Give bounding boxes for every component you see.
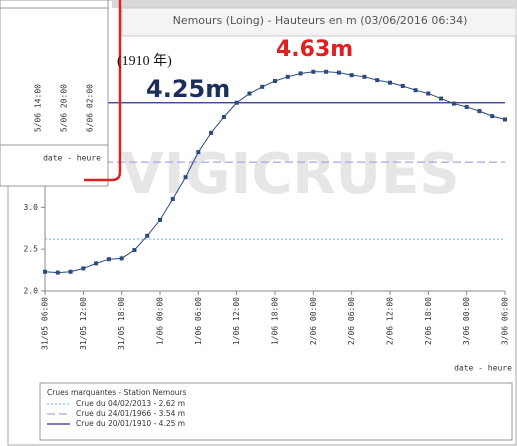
point (106, 257, 111, 262)
header-strip (112, 0, 516, 8)
inset-x-label: date - heure (43, 154, 101, 163)
point (170, 196, 175, 201)
legend-label: Crue du 04/02/2013 - 2.62 m (76, 399, 185, 408)
point (298, 71, 303, 76)
inset-x-tick-label: 5/06 20:00 (60, 84, 69, 132)
x-tick-label: 2/06 18:00 (424, 297, 433, 345)
x-tick-label: 1/06 00:00 (156, 297, 165, 345)
point (503, 117, 507, 122)
x-tick-label: 3/06 00:00 (462, 297, 471, 345)
point (285, 74, 290, 79)
chart-title: Nemours (Loing) - Hauteurs en m (03/06/2… (173, 14, 468, 27)
point (362, 74, 367, 79)
point (221, 114, 226, 119)
point (260, 84, 265, 89)
x-axis-label: date - heure (454, 364, 512, 373)
point (43, 269, 47, 274)
inset-box (0, 0, 109, 187)
point (439, 96, 444, 101)
point (55, 270, 60, 275)
y-tick-label: 3.0 (24, 203, 39, 212)
point (196, 150, 201, 155)
point (400, 84, 405, 89)
point (451, 101, 456, 106)
legend (39, 382, 513, 441)
point (324, 69, 329, 74)
point (426, 91, 431, 96)
point (68, 269, 73, 274)
point (477, 109, 482, 114)
title-bar (121, 7, 517, 37)
legend-label: Crue du 24/01/1966 - 3.54 m (76, 409, 185, 418)
x-tick-label: 31/05 06:00 (41, 297, 50, 350)
legend-label: Crue du 20/01/1910 - 4.25 m (76, 419, 185, 428)
point (158, 217, 162, 222)
highlight-line (84, 0, 122, 182)
point (119, 256, 124, 261)
point (183, 175, 188, 180)
y-tick-label: 2.5 (24, 245, 39, 254)
x-tick-label: 2/06 12:00 (386, 297, 395, 345)
point (336, 70, 341, 75)
inset-x-tick-label: 6/06 02:00 (86, 84, 95, 132)
point (490, 114, 495, 119)
x-tick-label: 1/06 06:00 (194, 297, 203, 345)
point (209, 130, 214, 135)
point (132, 248, 137, 253)
point (375, 78, 380, 83)
annotation: 4.25m (146, 75, 230, 103)
point (94, 261, 99, 266)
x-tick-label: 1/06 12:00 (232, 297, 241, 345)
point (349, 73, 354, 78)
annotation: 4.63m (276, 37, 353, 62)
annotation: (1910 年) (117, 53, 172, 69)
x-tick-label: 2/06 00:00 (309, 297, 318, 345)
point (81, 266, 86, 271)
point (273, 78, 277, 83)
x-tick-label: 31/05 18:00 (117, 297, 126, 350)
point (247, 91, 252, 96)
x-tick-label: 1/06 18:00 (271, 297, 280, 345)
x-tick-label: 3/06 06:00 (501, 297, 510, 345)
point (311, 69, 316, 74)
y-tick-label: 2.0 (24, 287, 39, 296)
inset-x-tick-label: 5/06 14:00 (34, 84, 43, 132)
legend-title: Crues marquantes - Station Nemours (47, 388, 187, 397)
point (464, 104, 469, 109)
point (413, 88, 418, 93)
point (145, 233, 150, 238)
point (388, 80, 392, 85)
x-tick-label: 31/05 12:00 (79, 297, 88, 350)
watermark: VIGICRUES (120, 142, 459, 207)
point (234, 100, 239, 105)
x-tick-label: 2/06 06:00 (347, 297, 356, 345)
